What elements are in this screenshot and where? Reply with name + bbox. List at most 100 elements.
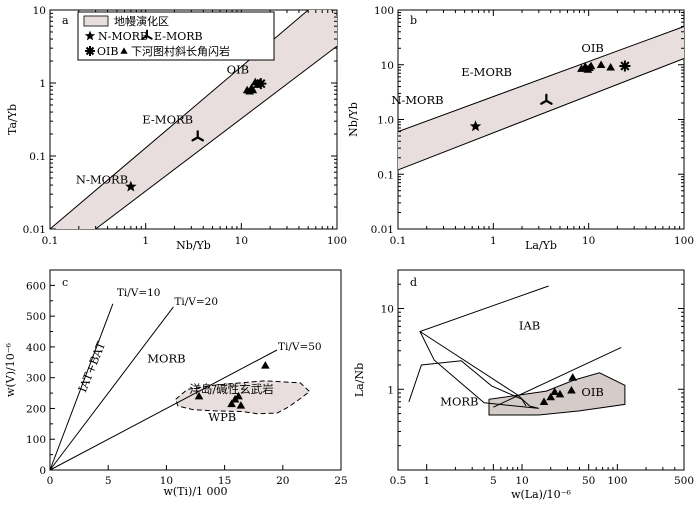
x-tick-label: 50 xyxy=(582,475,595,487)
panel-c: c Ti/V=10 Ti/V=20 Ti/V=50 0 5 10 15 20 25 0 100 200… xyxy=(4,269,348,498)
mantle-array-band xyxy=(50,10,337,229)
morb-field-line xyxy=(408,360,527,407)
data-point xyxy=(191,130,205,142)
data-point xyxy=(623,64,627,68)
array-lower-line xyxy=(397,58,685,171)
data-point xyxy=(236,401,246,409)
ti-v-label: Ti/V=50 xyxy=(278,341,322,353)
data-point xyxy=(539,397,549,405)
x-tick-label: 100 xyxy=(327,235,347,247)
y-tick-label: 200 xyxy=(26,403,46,415)
y-tick-label: 100 xyxy=(374,5,394,17)
x-axis-label: La/Yb xyxy=(525,239,557,252)
panel-b: b 0.1 1 10 1000.010.11.010100La/YbNb/YbN-MO… xyxy=(347,5,694,252)
field-label: OIB xyxy=(581,41,603,55)
x-tick-label: 1 xyxy=(423,475,430,487)
ti-v-label: Ti/V=20 xyxy=(174,296,218,308)
field-label: MORB xyxy=(147,351,185,365)
panel-letter-b: b xyxy=(410,14,417,27)
y-tick-label: 0.1 xyxy=(377,169,394,181)
x-tick-label: 1 xyxy=(142,235,149,247)
x-axis-label: Nb/Yb xyxy=(176,239,211,252)
iab-field-line xyxy=(419,285,549,409)
data-point xyxy=(540,93,553,105)
field-label: E-MORB xyxy=(461,65,512,79)
y-tick-label: 10 xyxy=(33,5,46,17)
y-axis-label: La/Nb xyxy=(353,363,366,397)
data-point xyxy=(586,61,596,70)
legend-swatch xyxy=(83,15,109,27)
x-axis-label: w(La)/10⁻⁶ xyxy=(511,488,571,501)
x-tick-label: 5 xyxy=(490,475,497,487)
y-tick-label: 400 xyxy=(26,342,46,354)
x-tick-label: 10 xyxy=(235,235,248,247)
legend-triangle-icon xyxy=(120,47,128,54)
panel-letter-c: c xyxy=(62,276,68,289)
panel-d: d 0.5 1 5 10 50 100 500110w(La)/10⁻⁶La/NbIABMO… xyxy=(353,269,694,501)
y-tick-label: 10 xyxy=(381,304,394,316)
legend-tri-icon xyxy=(141,29,153,40)
plot-frame-d xyxy=(397,269,685,471)
field-label: WPB xyxy=(208,410,236,424)
field-label: OIB xyxy=(227,62,249,76)
field-label: 洋岛/碱性玄武岩 xyxy=(189,382,273,396)
data-point xyxy=(234,391,243,400)
data-point xyxy=(261,361,270,369)
mantle-array-band xyxy=(398,26,684,170)
x-tick-label: 10 xyxy=(160,475,173,487)
panel-a: a 0.1 1 10 1000.010.1110Nb/YbTa/YbN-MORBE-M… xyxy=(6,5,347,252)
y-tick-label: 0.01 xyxy=(371,224,394,236)
y-tick-label: 1 xyxy=(387,384,394,396)
plot-frame-a xyxy=(49,9,338,230)
legend-box xyxy=(77,11,275,61)
field-label: MORB xyxy=(440,394,478,408)
y-tick-label: 10 xyxy=(381,60,394,72)
x-tick-label: 0.1 xyxy=(390,235,407,247)
ti-v-line xyxy=(49,303,114,471)
y-tick-label: 100 xyxy=(26,434,46,446)
legend-item: N-MORB xyxy=(98,30,148,43)
legend-title: 地幔演化区 xyxy=(114,14,169,28)
oib-trend-line xyxy=(493,346,622,408)
data-point xyxy=(567,386,576,394)
x-tick-label: 100 xyxy=(607,475,627,487)
x-tick-label: 0.5 xyxy=(390,475,407,487)
ti-v-line xyxy=(49,349,278,471)
field-label: N-MORB xyxy=(391,93,443,107)
legend-item: E-MORB xyxy=(154,30,203,43)
ti-v-label: Ti/V=10 xyxy=(117,287,161,299)
field-label: E-MORB xyxy=(142,112,193,126)
x-tick-label: 0 xyxy=(47,475,54,487)
y-axis-label: Ta/Yb xyxy=(6,104,19,135)
legend: 地幔演化区 N-MORB E-MORB OIB 下河图村斜长角闪岩 xyxy=(77,11,275,61)
y-tick-label: 1 xyxy=(39,78,46,90)
data-point xyxy=(194,391,204,400)
y-tick-label: 1.0 xyxy=(377,115,394,127)
x-tick-label: 10 xyxy=(515,475,528,487)
y-tick-label: 600 xyxy=(26,280,46,292)
x-tick-label: 500 xyxy=(674,475,694,487)
x-tick-label: 100 xyxy=(674,235,694,247)
y-axis-label: Nb/Yb xyxy=(347,102,360,137)
field-label: N-MORB xyxy=(76,173,128,187)
field-label: IAB xyxy=(519,318,540,332)
oib-field-region xyxy=(175,380,311,415)
data-point xyxy=(596,60,606,68)
x-tick-label: 15 xyxy=(218,475,231,487)
field-label: IAT+BAT xyxy=(75,339,108,394)
data-point xyxy=(254,78,264,87)
data-point xyxy=(555,389,565,398)
data-point xyxy=(550,387,559,396)
data-point xyxy=(248,85,258,94)
field-label: OIB xyxy=(581,385,603,399)
y-tick-label: 0.1 xyxy=(29,151,46,163)
x-tick-label: 5 xyxy=(105,475,112,487)
legend-star-icon xyxy=(84,30,96,41)
ti-v-line xyxy=(49,306,174,471)
data-point xyxy=(568,373,577,381)
y-tick-label: 0 xyxy=(39,465,46,477)
x-tick-label: 25 xyxy=(334,475,347,487)
array-lower-line xyxy=(95,45,338,230)
y-axis-label: w(V)/10⁻⁶ xyxy=(4,342,17,396)
